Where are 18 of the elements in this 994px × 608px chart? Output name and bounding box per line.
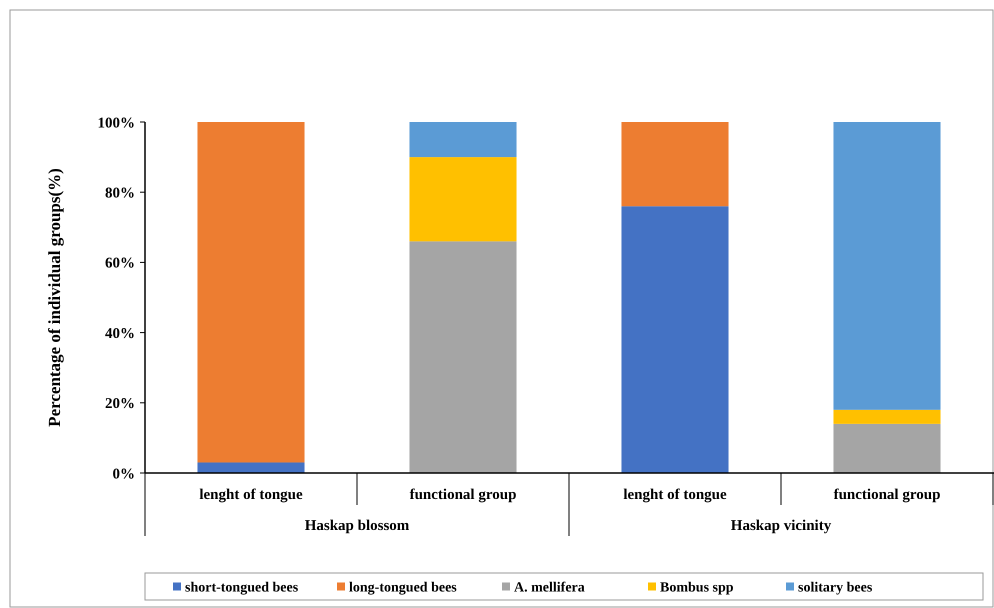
legend-label: short-tongued bees xyxy=(185,580,299,596)
y-tick-label: 40% xyxy=(105,326,135,342)
legend-label: solitary bees xyxy=(798,580,873,596)
y-tick-label: 20% xyxy=(105,396,135,412)
x-tick-label: functional group xyxy=(834,487,940,503)
y-tick-label: 80% xyxy=(105,185,135,202)
x-tick-label: lenght of tongue xyxy=(623,487,728,503)
x-tick-label: functional group xyxy=(410,487,516,503)
x-tick-label: lenght of tongue xyxy=(199,487,304,503)
y-tick-label: 60% xyxy=(105,256,135,272)
legend-label: long-tongued bees xyxy=(349,580,458,596)
y-axis-title: Percentage of individual groups(%) xyxy=(45,168,64,427)
legend-label: A. mellifera xyxy=(514,580,585,596)
text: Haskap vicinity xyxy=(730,518,832,534)
y-tick-label: 100% xyxy=(98,115,135,132)
legend-label: Bombus spp xyxy=(660,580,734,596)
text: Haskap blossom xyxy=(304,518,410,534)
y-tick-label: 0% xyxy=(112,466,135,482)
